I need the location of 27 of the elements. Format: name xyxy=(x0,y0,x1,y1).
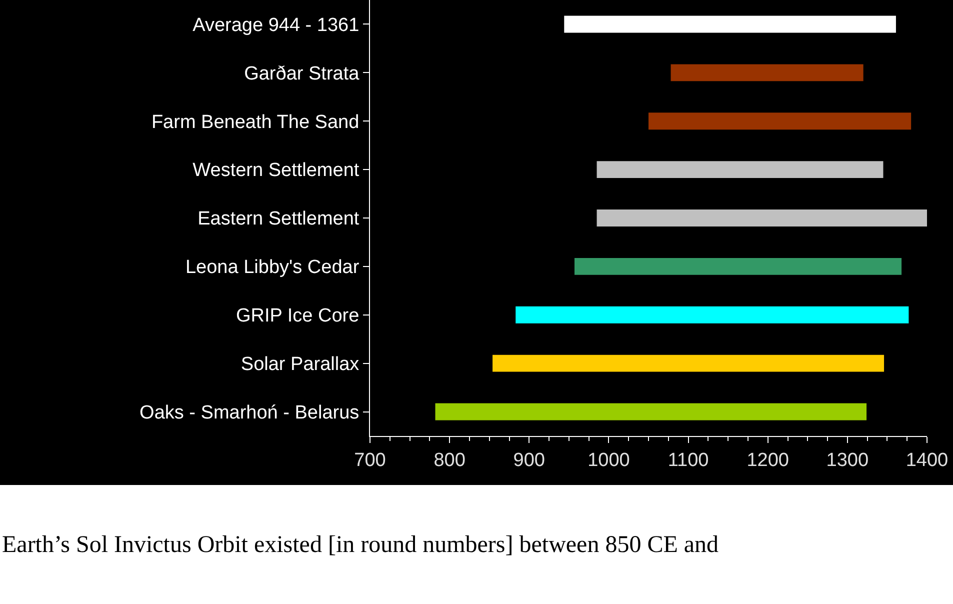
y-tick-label: Average 944 - 1361 xyxy=(192,14,360,36)
bar xyxy=(574,258,902,275)
bar xyxy=(564,16,896,33)
y-tick-label: Solar Parallax xyxy=(240,354,360,375)
x-tick-label: 1200 xyxy=(746,450,789,471)
bar xyxy=(596,161,884,178)
y-tick-label: Farm Beneath The Sand xyxy=(151,112,360,133)
y-tick-label: Western Settlement xyxy=(192,160,360,182)
bar xyxy=(516,306,909,324)
bar xyxy=(435,403,867,420)
x-tick-label: 1000 xyxy=(588,450,630,471)
x-tick-label: 900 xyxy=(513,450,545,471)
x-tick-label: 800 xyxy=(434,450,466,471)
y-tick-label: Oaks - Smarhoń - Belarus xyxy=(140,402,360,424)
x-tick-label: 1300 xyxy=(826,450,869,471)
y-tick-label: Eastern Settlement xyxy=(198,208,360,230)
y-tick-label: Leona Libby's Cedar xyxy=(185,257,360,278)
x-tick-label: 1400 xyxy=(906,450,948,471)
x-tick-label: 700 xyxy=(354,450,386,471)
bar xyxy=(648,112,912,130)
bar xyxy=(670,64,864,82)
y-tick-label: Garðar Strata xyxy=(244,63,360,84)
y-tick-label: GRIP Ice Core xyxy=(236,306,360,327)
bar xyxy=(492,354,884,372)
text: Earth’s Sol Invictus Orbit existed [in round numbers] between 850 CE and xyxy=(2,532,719,558)
x-tick-label: 1100 xyxy=(668,450,709,471)
bar xyxy=(596,210,927,226)
